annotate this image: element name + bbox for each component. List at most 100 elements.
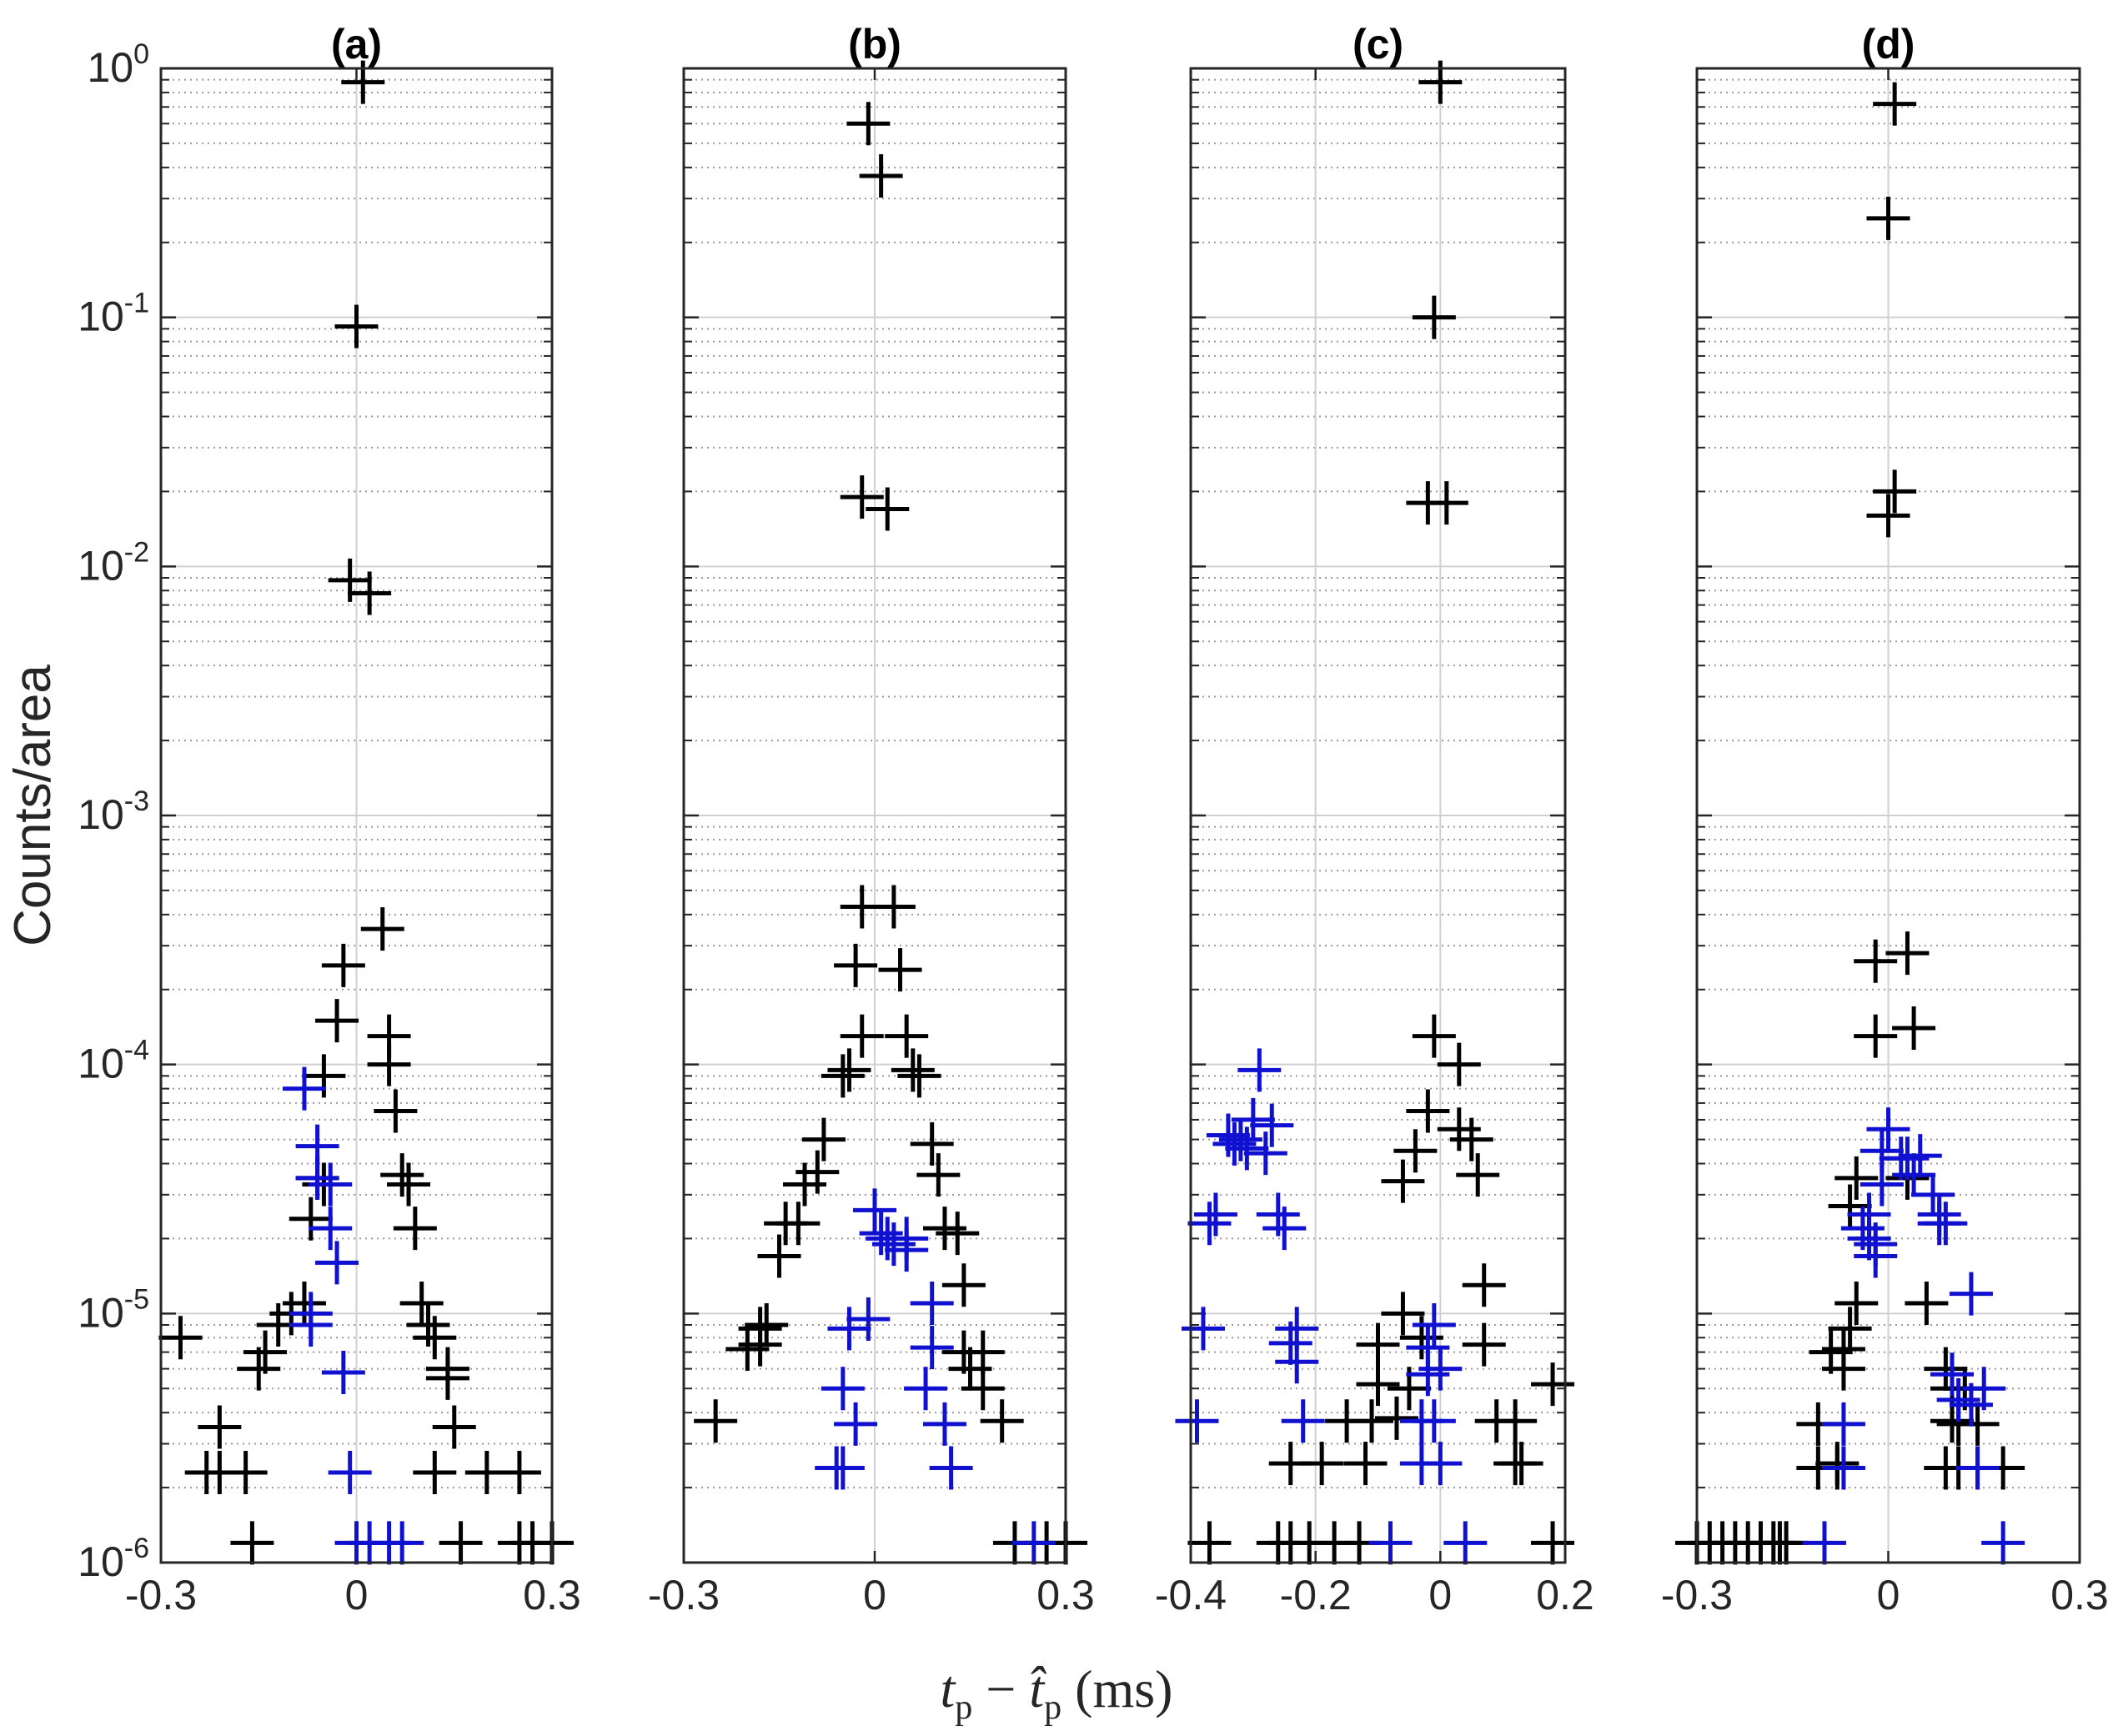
y-tick-label-exponent: 0 [133,38,149,70]
data-point [1356,1362,1400,1407]
x-tick-label: 0 [1428,1572,1452,1618]
data-point [413,1450,457,1494]
y-tick-label-base: 10 [78,294,124,340]
data-point [821,1367,865,1411]
y-tick-label-base: 10 [78,1538,124,1585]
data-point [1949,1272,1993,1316]
data-point [1936,1377,1980,1422]
data-point [757,1234,801,1278]
data-point [413,1316,457,1360]
data-point [334,304,379,349]
data-point [1181,1307,1225,1351]
data-point [1821,1347,1865,1391]
data-point [1499,1442,1543,1486]
data-point [745,1302,789,1347]
data-point [1828,1307,1872,1351]
data-point [406,1302,450,1347]
data-point [1175,1399,1219,1443]
data-point [282,1281,326,1325]
data-point [1949,1382,1993,1427]
data-point [1412,1302,1456,1347]
data-point [243,1330,288,1374]
data-point [1821,1402,1865,1446]
data-point [1212,1121,1257,1166]
data-point [289,1302,333,1347]
y-tick-label: 10-2 [78,536,149,589]
data-point [871,885,916,929]
data-point [796,1150,840,1194]
data-point [380,1521,424,1565]
data-point [910,1121,954,1166]
data-point [198,1405,242,1449]
data-point [230,1521,274,1565]
data-point [1418,60,1463,104]
data-point [1815,1442,1860,1486]
data-point [309,1162,353,1207]
data-point [497,1450,541,1494]
panel-title: (a) [331,21,382,68]
data-point [1381,1292,1425,1336]
data-point [1437,1107,1481,1151]
data-point [1834,1156,1879,1200]
data-point [859,153,903,198]
data-point [1803,1521,1846,1565]
data-point [1418,1442,1463,1486]
data-point [321,1350,365,1394]
x-axis-label: tp − t̂p (ms) [941,1659,1173,1727]
data-point [393,1207,437,1251]
y-tick-label-exponent: -3 [124,785,149,817]
y-tick-label: 10-5 [78,1283,149,1336]
data-point [1866,494,1910,538]
data-point [1343,1442,1388,1486]
data-point [1381,1159,1425,1203]
x-axis-label-sub2: p [1044,1688,1062,1727]
data-point [1493,1399,1538,1443]
x-axis-label-units: (ms) [1062,1659,1172,1718]
data-point [1250,1103,1294,1147]
axes-box [682,67,1067,1564]
data-point [1406,1089,1450,1133]
data-point [1424,481,1468,525]
data-point [725,1327,770,1371]
data-point [1866,196,1910,240]
x-tick-label: 0.3 [523,1572,581,1618]
data-point [158,1316,203,1360]
data-point [1374,1396,1418,1440]
data-point [834,1402,878,1446]
axes-box [1189,67,1567,1564]
data-point [783,1162,827,1207]
data-point [1854,1014,1898,1058]
x-tick-label: 0 [863,1572,886,1618]
data-point [1866,1107,1910,1151]
data-point [922,1402,966,1446]
data-point [866,487,910,531]
data-point [694,1399,738,1443]
data-point [1847,1217,1891,1261]
panel-title: (c) [1353,21,1403,68]
data-point [425,1356,469,1400]
data-point [897,1054,941,1098]
data-point [936,1212,980,1256]
data-point [321,943,365,987]
data-point [1828,1184,1872,1228]
data-point [1243,1131,1287,1176]
panel-c: -0.4 -0.2 0 0.2 (c) [1155,21,1594,1618]
y-tick-label: 100 [87,38,149,91]
x-tick-label: -0.2 [1280,1572,1352,1618]
x-tick-label: 0.3 [1036,1572,1095,1618]
data-point [1930,1352,1974,1397]
data-point [834,943,878,987]
data-point [1854,1234,1898,1278]
data-point [1892,1153,1936,1197]
data-point [846,102,891,146]
y-tick-label-exponent: -4 [124,1035,149,1066]
data-point [980,1399,1024,1443]
data-point [922,1207,966,1251]
data-point [1892,1006,1936,1051]
x-tick-label: -0.3 [648,1572,720,1618]
panel-d: -0.3 0 0.3 (d) [1661,21,2109,1618]
series-blue [1803,1107,2025,1565]
data-point [1860,1162,1904,1207]
